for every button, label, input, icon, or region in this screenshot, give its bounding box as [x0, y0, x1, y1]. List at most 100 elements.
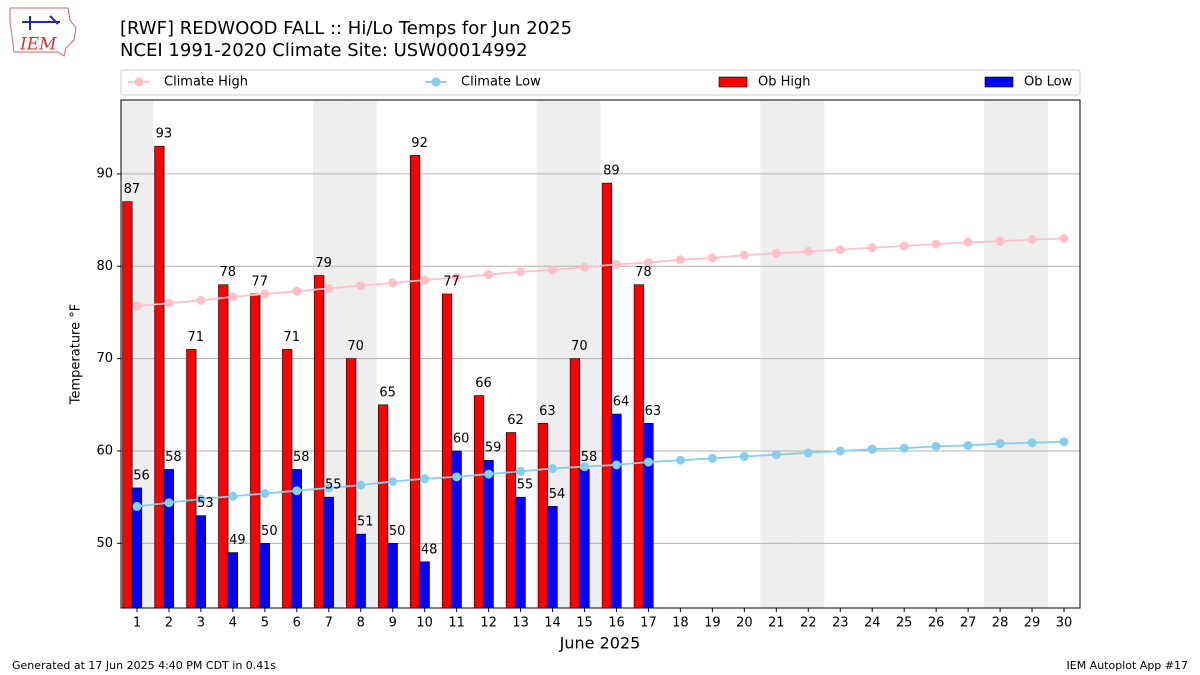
x-tick-label: 26 [928, 616, 945, 631]
line-marker [164, 298, 174, 308]
legend-label: Climate High [164, 75, 248, 90]
x-tick-label: 1 [133, 616, 141, 631]
line-marker [867, 243, 877, 253]
line-marker [516, 267, 526, 277]
line-marker [580, 262, 590, 272]
bar [314, 275, 325, 609]
x-tick-label: 11 [448, 616, 465, 631]
line-marker [1059, 234, 1069, 244]
bar [250, 293, 261, 609]
bar [346, 358, 357, 609]
x-tick-label: 9 [389, 616, 397, 631]
data-label: 71 [283, 330, 300, 345]
y-tick-label: 70 [96, 351, 113, 366]
line-marker [356, 281, 366, 291]
line-marker [771, 450, 781, 460]
data-label: 71 [188, 330, 205, 345]
x-tick-label: 14 [544, 616, 561, 631]
line-marker [803, 448, 813, 458]
line-marker [420, 275, 430, 285]
footer-left: Generated at 17 Jun 2025 4:40 PM CDT in … [12, 659, 276, 672]
line [136, 440, 1065, 508]
data-label: 77 [251, 274, 268, 289]
line-marker [835, 446, 845, 456]
data-label: 60 [453, 431, 470, 446]
line-marker [324, 483, 334, 493]
bar [515, 496, 526, 609]
line-marker [643, 258, 653, 268]
data-label: 55 [517, 478, 534, 493]
line-marker [484, 469, 494, 479]
weekend-shade [792, 100, 825, 608]
legend-swatch [718, 76, 748, 88]
x-tick-label: 5 [261, 616, 269, 631]
line-marker [260, 488, 270, 498]
bar [122, 201, 133, 609]
x-tick-label: 10 [416, 616, 433, 631]
weekend-shade [760, 100, 793, 608]
data-label: 50 [389, 524, 406, 539]
bar [227, 552, 238, 609]
data-label: 49 [229, 533, 246, 548]
x-tick-label: 21 [768, 616, 785, 631]
line-marker [1059, 437, 1069, 447]
line-marker [899, 443, 909, 453]
bar [282, 349, 293, 609]
line-marker [611, 460, 621, 470]
bar [537, 422, 549, 609]
data-label: 59 [485, 441, 502, 456]
line-marker [899, 241, 909, 251]
line-marker [356, 480, 366, 490]
line-marker [739, 452, 749, 462]
line-marker [548, 265, 558, 275]
y-tick-label: 50 [96, 536, 113, 551]
line-marker [835, 245, 845, 255]
data-label: 55 [325, 478, 342, 493]
y-tick-label: 90 [96, 166, 113, 181]
x-tick-label: 12 [480, 616, 497, 631]
data-label: 58 [165, 450, 182, 465]
bar [259, 543, 270, 609]
line-marker [739, 250, 749, 260]
line-marker [228, 292, 238, 302]
footer-right: IEM Autoplot App #17 [1067, 659, 1189, 672]
data-label: 79 [315, 256, 332, 271]
bar [601, 182, 612, 609]
x-tick-label: 7 [325, 616, 333, 631]
line-marker [292, 286, 302, 296]
data-label: 77 [443, 274, 460, 289]
line-marker [324, 283, 334, 293]
data-label: 70 [571, 339, 588, 354]
data-label: 65 [379, 385, 396, 400]
x-tick-label: 6 [293, 616, 301, 631]
bar [633, 284, 644, 609]
line-marker [420, 474, 430, 484]
line-marker [675, 455, 685, 465]
line-marker [931, 239, 941, 249]
line-marker [388, 476, 398, 486]
x-tick-label: 18 [672, 616, 689, 631]
x-tick-label: 17 [640, 616, 657, 631]
bar [569, 358, 581, 609]
bar [419, 561, 430, 609]
data-label: 64 [613, 395, 630, 410]
line-marker [260, 289, 270, 299]
bar [218, 284, 229, 609]
line-marker [1027, 234, 1037, 244]
x-tick-label: 28 [992, 616, 1009, 631]
bar [547, 506, 558, 609]
x-tick-label: 22 [800, 616, 817, 631]
bar [387, 543, 398, 609]
data-label: 63 [645, 404, 662, 419]
bar [163, 469, 175, 609]
line-marker [228, 491, 238, 501]
data-label: 58 [581, 450, 598, 465]
bar [473, 395, 485, 609]
bar [441, 293, 453, 609]
line-marker [995, 439, 1005, 449]
line-marker [292, 486, 302, 496]
bar [611, 413, 622, 609]
x-tick-label: 29 [1024, 616, 1041, 631]
x-axis-label: June 2025 [559, 634, 641, 653]
